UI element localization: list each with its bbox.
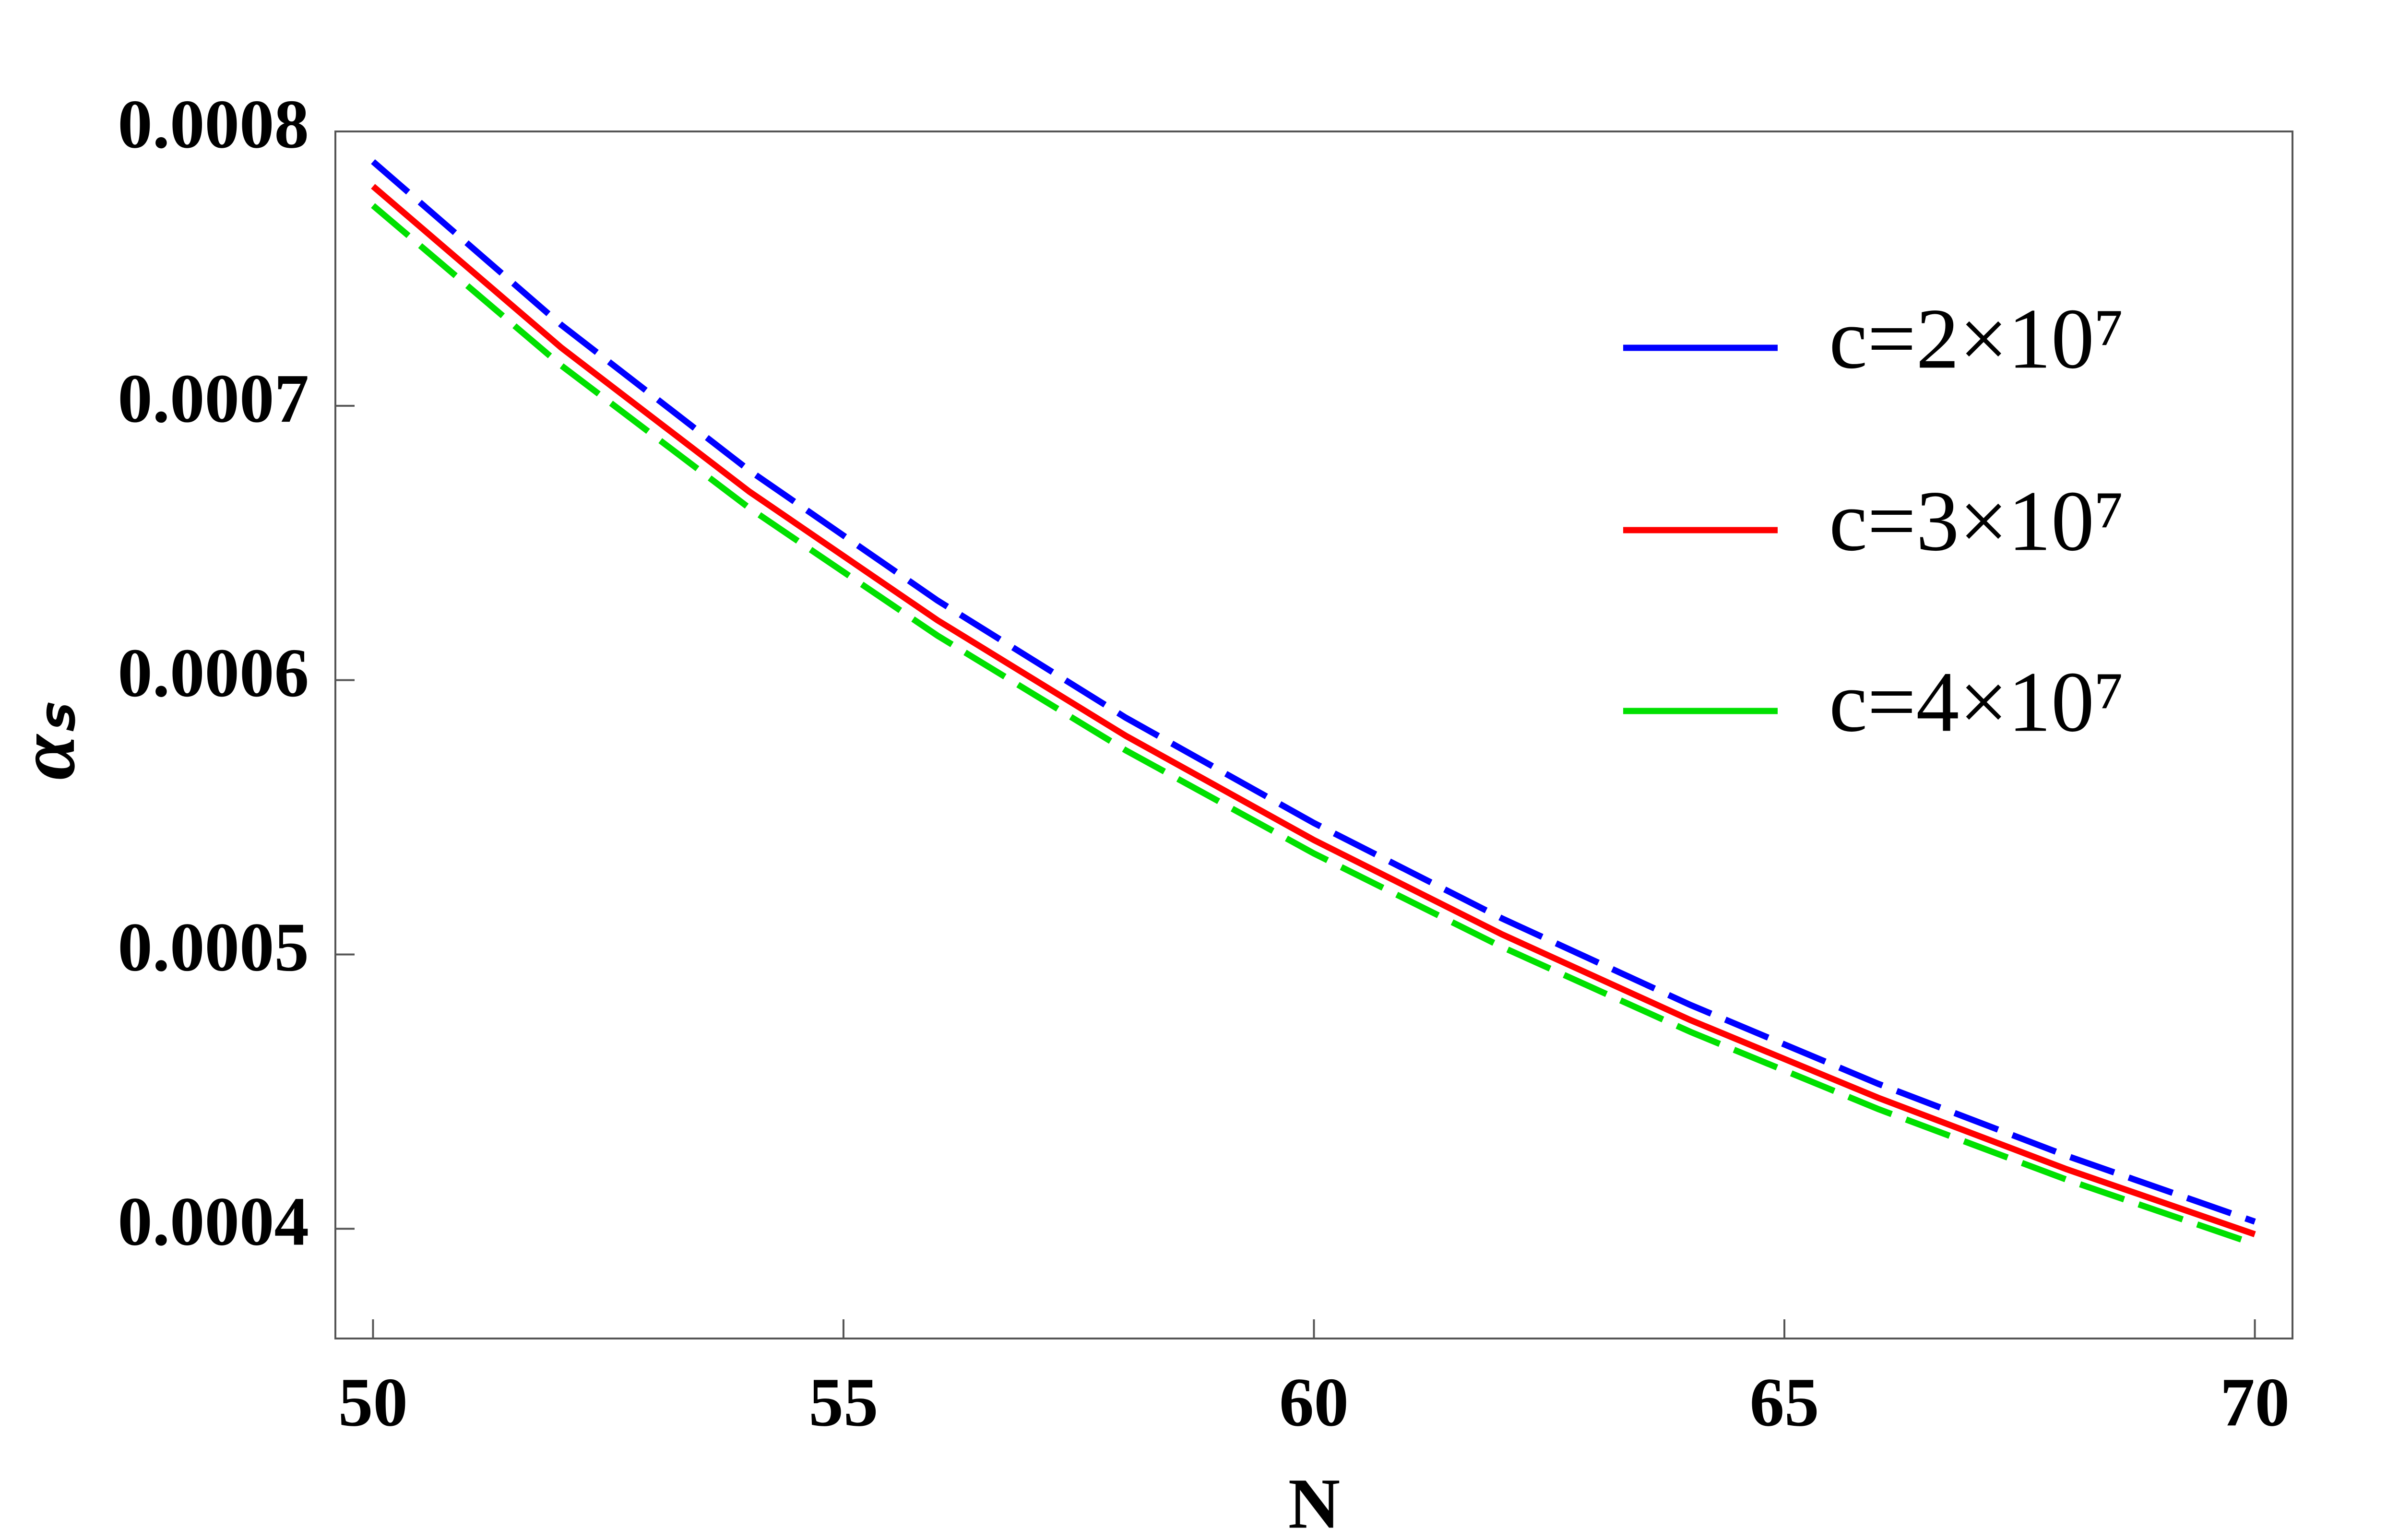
y-tick-label: 0.0007 (118, 360, 309, 437)
y-tick-label: 0.0005 (118, 909, 309, 986)
y-tick-label: 0.0004 (118, 1184, 309, 1260)
x-tick-label: 55 (808, 1364, 878, 1441)
y-axis-label: αₛ (1, 702, 92, 780)
x-tick-label: 65 (1750, 1364, 1819, 1441)
y-tick-label: 0.0006 (118, 635, 309, 711)
legend-label: c=2×10⁷ (1829, 291, 2125, 386)
x-axis-label: N (1288, 1464, 1340, 1540)
x-tick-label: 70 (2220, 1364, 2290, 1441)
x-tick-label: 50 (338, 1364, 408, 1441)
series-line (371, 203, 2256, 1247)
series-line (371, 184, 2256, 1237)
series-line (371, 159, 2256, 1225)
y-tick-label: 0.0008 (118, 86, 309, 163)
legend-label: c=3×10⁷ (1829, 473, 2125, 569)
legend-label: c=4×10⁷ (1829, 654, 2125, 749)
x-tick-label: 60 (1279, 1364, 1349, 1441)
